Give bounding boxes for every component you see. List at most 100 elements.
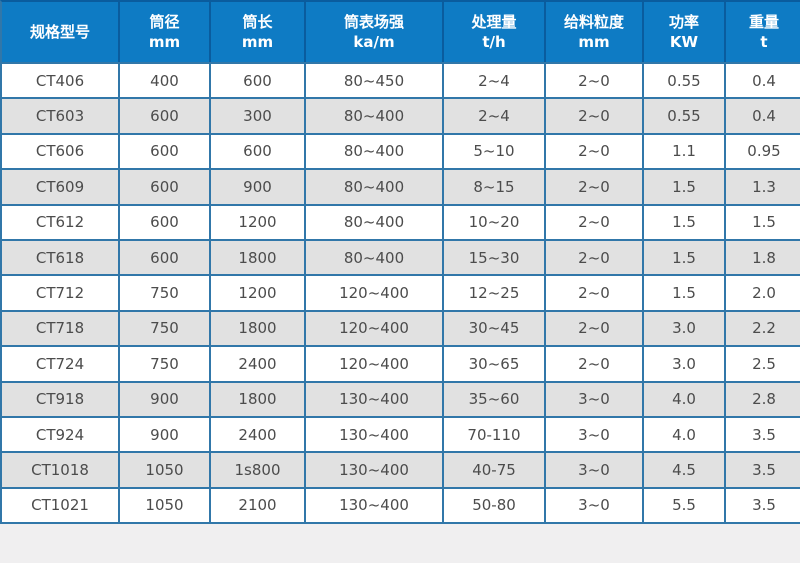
table-row: CT1021 1050 2100 130~400 50-80 3~0 5.5 3.5 xyxy=(2,486,800,523)
value-cell: 12~25 xyxy=(442,274,544,310)
value-cell: 35~60 xyxy=(442,380,544,416)
value-cell: 600 xyxy=(118,97,209,133)
value-cell: 2.2 xyxy=(724,309,800,346)
model-cell: CT712 xyxy=(2,274,118,310)
value-cell: 1050 xyxy=(118,486,209,523)
table-row: CT712 750 1200 120~400 12~25 2~0 1.5 2.0 xyxy=(2,274,800,310)
value-cell: 80~400 xyxy=(304,132,442,169)
value-cell: 1.5 xyxy=(724,203,800,239)
model-cell: CT924 xyxy=(2,415,118,452)
value-cell: 600 xyxy=(209,62,304,98)
value-cell: 2~0 xyxy=(544,62,642,98)
spec-table-body: CT406 400 600 80~450 2~4 2~0 0.55 0.4 CT603 600 30… xyxy=(2,62,800,523)
value-cell: 3.0 xyxy=(642,345,724,381)
column-unit: t xyxy=(760,33,768,51)
value-cell: 4.0 xyxy=(642,380,724,416)
value-cell: 120~400 xyxy=(304,274,442,310)
value-cell: 15~30 xyxy=(442,238,544,275)
column-header-1: 筒径 mm xyxy=(118,2,209,62)
value-cell: 3~0 xyxy=(544,451,642,487)
value-cell: 30~65 xyxy=(442,345,544,381)
value-cell: 1.5 xyxy=(642,168,724,204)
value-cell: 3.5 xyxy=(724,451,800,487)
table-row: CT724 750 2400 120~400 30~65 2~0 3.0 2.5 xyxy=(2,345,800,381)
column-title: 筒表场强 xyxy=(343,12,404,31)
model-cell: CT406 xyxy=(2,62,118,98)
value-cell: 4.5 xyxy=(642,451,724,487)
value-cell: 600 xyxy=(118,238,209,275)
value-cell: 130~400 xyxy=(304,486,442,523)
column-unit: t/h xyxy=(482,33,506,51)
value-cell: 2~4 xyxy=(442,62,544,98)
value-cell: 2400 xyxy=(209,345,304,381)
value-cell: 2400 xyxy=(209,415,304,452)
table-row: CT618 600 1800 80~400 15~30 2~0 1.5 1.8 xyxy=(2,238,800,275)
value-cell: 3.5 xyxy=(724,486,800,523)
value-cell: 0.95 xyxy=(724,132,800,169)
value-cell: 30~45 xyxy=(442,309,544,346)
column-unit: ka/m xyxy=(353,33,395,51)
column-title: 处理量 xyxy=(471,12,517,31)
value-cell: 1s800 xyxy=(209,451,304,487)
value-cell: 3~0 xyxy=(544,380,642,416)
spec-table-header: 规格型号 筒径 mm 筒长 mm 筒表场强 ka/m 处理量 t/h 给料粒度 mm 功率 KW 重量 t xyxy=(2,2,800,62)
value-cell: 300 xyxy=(209,97,304,133)
value-cell: 3.5 xyxy=(724,415,800,452)
value-cell: 2.5 xyxy=(724,345,800,381)
value-cell: 2~0 xyxy=(544,132,642,169)
value-cell: 900 xyxy=(118,415,209,452)
value-cell: 40-75 xyxy=(442,451,544,487)
model-cell: CT1018 xyxy=(2,451,118,487)
value-cell: 1800 xyxy=(209,238,304,275)
table-row: CT924 900 2400 130~400 70-110 3~0 4.0 3.5 xyxy=(2,415,800,452)
table-row: CT603 600 300 80~400 2~4 2~0 0.55 0.4 xyxy=(2,97,800,133)
value-cell: 2.8 xyxy=(724,380,800,416)
column-title: 筒径 xyxy=(149,12,180,31)
value-cell: 80~400 xyxy=(304,203,442,239)
table-row: CT1018 1050 1s800 130~400 40-75 3~0 4.5 3.5 xyxy=(2,451,800,487)
column-title: 给料粒度 xyxy=(563,12,624,31)
value-cell: 10~20 xyxy=(442,203,544,239)
value-cell: 1.3 xyxy=(724,168,800,204)
value-cell: 2100 xyxy=(209,486,304,523)
value-cell: 900 xyxy=(118,380,209,416)
value-cell: 80~400 xyxy=(304,238,442,275)
model-cell: CT606 xyxy=(2,132,118,169)
value-cell: 0.4 xyxy=(724,97,800,133)
value-cell: 1.8 xyxy=(724,238,800,275)
value-cell: 130~400 xyxy=(304,415,442,452)
value-cell: 1200 xyxy=(209,203,304,239)
value-cell: 80~400 xyxy=(304,97,442,133)
column-title: 筒长 xyxy=(242,12,273,31)
model-cell: CT618 xyxy=(2,238,118,275)
table-row: CT718 750 1800 120~400 30~45 2~0 3.0 2.2 xyxy=(2,309,800,346)
value-cell: 3~0 xyxy=(544,415,642,452)
column-header-7: 重量 t xyxy=(724,2,800,62)
spec-table-header-row: 规格型号 筒径 mm 筒长 mm 筒表场强 ka/m 处理量 t/h 给料粒度 mm 功率 KW 重量 t xyxy=(2,2,800,62)
model-cell: CT603 xyxy=(2,97,118,133)
value-cell: 70-110 xyxy=(442,415,544,452)
table-row: CT612 600 1200 80~400 10~20 2~0 1.5 1.5 xyxy=(2,203,800,239)
value-cell: 1.5 xyxy=(642,238,724,275)
value-cell: 2~0 xyxy=(544,203,642,239)
value-cell: 2~0 xyxy=(544,345,642,381)
column-header-3: 筒表场强 ka/m xyxy=(304,2,442,62)
column-title: 规格型号 xyxy=(29,22,90,41)
model-cell: CT724 xyxy=(2,345,118,381)
column-unit: mm xyxy=(148,33,181,51)
value-cell: 2~0 xyxy=(544,238,642,275)
column-unit: KW xyxy=(669,33,699,51)
value-cell: 2~0 xyxy=(544,97,642,133)
value-cell: 80~450 xyxy=(304,62,442,98)
value-cell: 3~0 xyxy=(544,486,642,523)
value-cell: 1200 xyxy=(209,274,304,310)
value-cell: 1.5 xyxy=(642,274,724,310)
table-row: CT609 600 900 80~400 8~15 2~0 1.5 1.3 xyxy=(2,168,800,204)
column-header-0: 规格型号 xyxy=(2,2,118,62)
table-row: CT406 400 600 80~450 2~4 2~0 0.55 0.4 xyxy=(2,62,800,98)
column-title: 功率 xyxy=(668,12,699,31)
column-unit: mm xyxy=(578,33,610,51)
value-cell: 120~400 xyxy=(304,309,442,346)
value-cell: 8~15 xyxy=(442,168,544,204)
